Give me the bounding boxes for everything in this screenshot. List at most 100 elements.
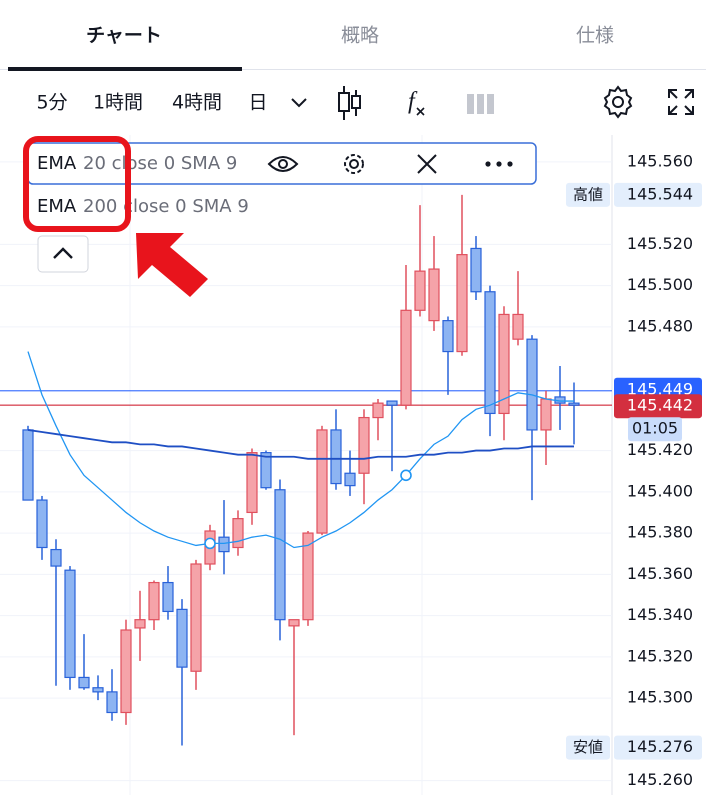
eye-icon[interactable]	[267, 156, 299, 172]
marker-tag-bg	[566, 735, 610, 760]
countdown: 01:05	[632, 419, 678, 438]
price-line-label: 145.449	[627, 379, 693, 398]
more-icon[interactable]	[485, 161, 513, 167]
collapse-button[interactable]	[37, 235, 89, 273]
candle-body	[568, 402, 580, 406]
marker-price: 145.276	[627, 737, 693, 756]
annotation-arrow	[136, 233, 208, 297]
indicator-params[interactable]: 200 close 0 SMA 9	[83, 196, 249, 217]
candle-body	[64, 569, 76, 679]
y-tick-label: 145.520	[627, 234, 693, 253]
y-tick-label: 145.500	[627, 275, 693, 294]
collapse-chevron	[53, 247, 73, 259]
candle-body	[218, 536, 230, 553]
candle-body	[456, 254, 468, 353]
candle-body	[246, 452, 258, 514]
candle-body	[526, 338, 538, 431]
marker-tag-bg	[566, 182, 610, 207]
indicator-params[interactable]: 20 close 0 SMA 9	[83, 153, 237, 174]
y-tick-label: 145.360	[627, 564, 693, 583]
candle-body	[120, 629, 132, 714]
tab[interactable]: 仕様	[576, 25, 614, 47]
candle-body	[274, 489, 286, 621]
chevron-down[interactable]	[291, 98, 307, 108]
ema-line	[27, 429, 574, 460]
price-line-label-bg	[614, 394, 702, 419]
candle-body	[302, 532, 314, 621]
y-tick-label: 145.300	[627, 688, 693, 707]
interval[interactable]: 1時間	[93, 92, 143, 114]
ema-marker	[400, 469, 412, 482]
candle-body	[498, 313, 510, 415]
candle-body	[134, 619, 146, 629]
indicator-name[interactable]: EMA	[37, 196, 77, 217]
candle-body	[512, 313, 524, 340]
ema-line	[27, 351, 574, 549]
candle-body	[190, 563, 202, 672]
tab-divider	[0, 69, 706, 70]
price-line-label: 145.442	[627, 396, 693, 415]
candle-body	[344, 472, 356, 487]
marker-price-bg	[614, 735, 702, 760]
countdown-bg	[628, 417, 682, 442]
settings-icon[interactable]	[603, 85, 633, 119]
indicator-settings-icon[interactable]	[344, 154, 364, 174]
candle-body	[386, 400, 398, 406]
candle-body	[92, 687, 104, 693]
highlight-box	[23, 136, 131, 232]
candle-body	[316, 429, 328, 534]
grid	[0, 161, 612, 782]
interval[interactable]: 日	[248, 92, 267, 114]
fx-icon-x	[416, 107, 425, 116]
tab-underline	[8, 67, 242, 71]
candle-body	[288, 619, 300, 627]
candle-body	[260, 452, 272, 489]
remove-icon[interactable]	[417, 154, 437, 174]
tab[interactable]: チャート	[86, 25, 162, 47]
interval[interactable]: 5分	[36, 92, 67, 114]
candle-body	[232, 518, 244, 549]
candle-body	[176, 608, 188, 668]
candle-body	[330, 429, 342, 485]
candle-body	[358, 416, 370, 474]
y-tick-label: 145.400	[627, 481, 693, 500]
y-tick-label: 145.340	[627, 605, 693, 624]
candle-body	[428, 268, 440, 322]
y-tick-label: 145.560	[627, 151, 693, 170]
tab[interactable]: 概略	[341, 25, 379, 47]
bars-icon[interactable]	[467, 94, 494, 114]
y-tick-label: 145.420	[627, 440, 693, 459]
marker-tag: 安値	[573, 738, 603, 756]
candle-body	[148, 581, 160, 621]
marker-price: 145.544	[627, 184, 693, 203]
candle-body	[414, 270, 426, 311]
candle-icon[interactable]	[338, 86, 361, 120]
price-axis: 145.560 145.520 145.500 145.480 145.420 145.4…	[566, 151, 702, 789]
plot	[0, 194, 612, 746]
candle-body	[484, 291, 496, 415]
candle-body	[50, 548, 62, 567]
candle-body	[540, 398, 552, 431]
candle-body	[36, 499, 48, 549]
candle-body	[78, 676, 90, 689]
marker-price-bg	[614, 182, 702, 207]
fullscreen-icon[interactable]	[668, 89, 694, 115]
marker-tag: 高値	[573, 185, 603, 203]
fx-icon[interactable]: f	[408, 89, 418, 115]
candle-body	[162, 581, 174, 613]
candle-body	[400, 309, 412, 406]
y-tick-label: 145.320	[627, 646, 693, 665]
interval[interactable]: 4時間	[172, 92, 222, 114]
candle-body	[22, 429, 34, 501]
y-tick-label: 145.480	[627, 316, 693, 335]
candle-body	[442, 320, 454, 353]
y-tick-label: 145.380	[627, 523, 693, 542]
candle-body	[372, 402, 384, 419]
candle-body	[470, 247, 482, 293]
indicator-name[interactable]: EMA	[37, 153, 77, 174]
ema-marker	[204, 537, 216, 550]
candle-body	[106, 691, 118, 714]
